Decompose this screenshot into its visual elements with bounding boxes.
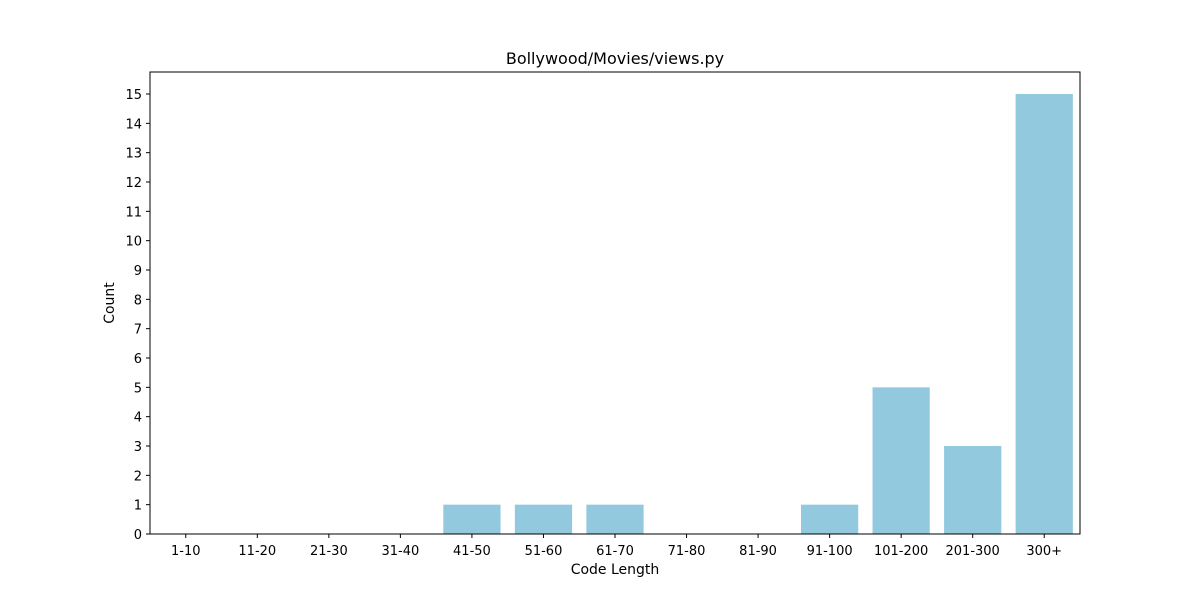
plot-frame	[149, 71, 1081, 535]
y-tick-label: 9	[134, 264, 142, 279]
y-tick-label: 3	[134, 440, 142, 455]
y-tick-label: 6	[134, 352, 142, 367]
x-tick-label: 31-40	[381, 544, 419, 559]
y-tick-label: 8	[134, 293, 142, 308]
bar-51-60	[514, 504, 573, 534]
y-tick-label: 13	[125, 147, 142, 162]
bar-41-50	[443, 504, 501, 534]
y-tick-label: 4	[134, 411, 142, 426]
x-tick-label: 300+	[1026, 544, 1062, 559]
x-tick-label: 91-100	[807, 544, 853, 559]
y-tick-label: 14	[125, 117, 142, 132]
x-tick-label: 1-10	[171, 544, 201, 559]
bar-201-300	[944, 446, 1002, 534]
y-axis-label: Count	[102, 282, 118, 324]
x-tick-label: 101-200	[874, 544, 928, 559]
x-tick-label: 41-50	[453, 544, 491, 559]
x-tick-label: 201-300	[946, 544, 1000, 559]
bars-group	[443, 94, 1073, 534]
x-axis: 1-10 11-20 21-30 31-40 41-50 51-60 61-70 71-80 8…	[171, 534, 1062, 559]
x-axis-label: Code Length	[571, 562, 660, 578]
y-tick-label: 0	[134, 528, 142, 543]
y-tick-label: 11	[125, 205, 142, 220]
x-tick-label: 11-20	[238, 544, 276, 559]
x-tick-label: 81-90	[739, 544, 777, 559]
y-tick-label: 7	[134, 323, 142, 338]
y-tick-label: 2	[134, 469, 142, 484]
bar-91-100	[801, 504, 859, 534]
bar-300+	[1015, 94, 1073, 534]
bar-61-70	[586, 504, 644, 534]
y-tick-label: 15	[125, 88, 142, 103]
x-tick-label: 71-80	[668, 544, 706, 559]
y-tick-label: 10	[125, 235, 142, 250]
bar-101-200	[872, 387, 930, 534]
y-tick-label: 5	[134, 381, 142, 396]
x-tick-label: 61-70	[596, 544, 634, 559]
y-tick-label: 12	[125, 176, 142, 191]
y-tick-label: 1	[134, 499, 142, 514]
chart-title: Bollywood/Movies/views.py	[506, 49, 724, 68]
x-tick-label: 21-30	[310, 544, 348, 559]
x-tick-label: 51-60	[525, 544, 563, 559]
